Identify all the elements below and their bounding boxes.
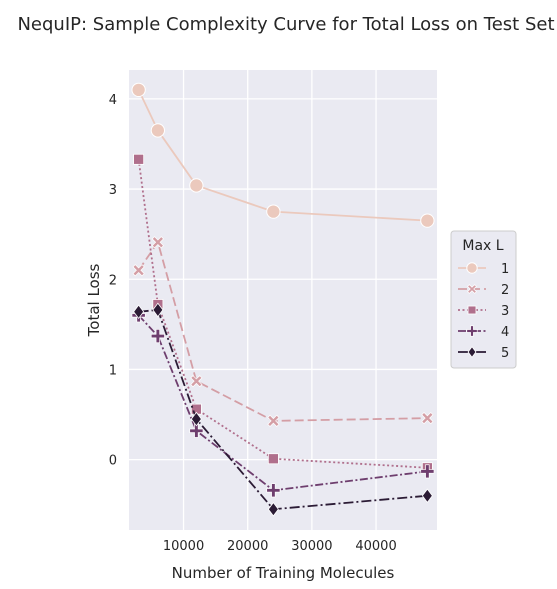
data-point (189, 178, 204, 193)
series-4 (131, 308, 435, 498)
x-tick-label: 30000 (291, 539, 332, 554)
data-point (152, 302, 164, 318)
data-point (131, 82, 146, 97)
data-point (190, 411, 202, 427)
legend-label: 1 (501, 262, 509, 277)
legend-item-2: 2 (458, 283, 509, 298)
data-point (266, 204, 281, 219)
legend-label: 4 (501, 325, 509, 340)
data-point (467, 284, 477, 294)
series-layer (131, 82, 435, 517)
chart-title: NequIP: Sample Complexity Curve for Tota… (17, 14, 554, 35)
data-point (420, 464, 435, 479)
grid (129, 70, 437, 530)
legend-item-4: 4 (458, 325, 509, 340)
plot-area (129, 70, 437, 530)
legend-item-1: 1 (458, 262, 509, 277)
data-point (133, 304, 145, 320)
data-point (267, 501, 279, 517)
data-point (150, 329, 165, 344)
data-point (151, 236, 164, 249)
x-axis-label: Number of Training Molecules (172, 564, 395, 582)
data-point (189, 423, 204, 438)
legend-label: 2 (501, 283, 509, 298)
data-point (466, 325, 478, 337)
data-point (466, 262, 478, 274)
x-axis-ticks: 10000 20000 30000 40000 (163, 539, 397, 554)
data-point (467, 346, 477, 358)
series-5 (133, 302, 433, 517)
series-line (137, 241, 428, 422)
legend-item-5: 5 (458, 346, 509, 361)
legend-item-3: 3 (458, 304, 509, 319)
x-tick-label: 40000 (355, 539, 396, 554)
x-tick-label: 10000 (163, 539, 204, 554)
y-tick-label: 3 (109, 183, 117, 198)
legend-title: Max L (462, 238, 503, 254)
y-axis-ticks: 0 1 2 3 4 (109, 93, 117, 469)
series-2 (132, 236, 434, 427)
y-tick-label: 2 (109, 273, 117, 288)
data-point (266, 483, 281, 498)
data-point (190, 375, 203, 388)
y-tick-label: 1 (109, 363, 117, 378)
series-1 (131, 82, 435, 228)
legend-label: 5 (501, 346, 509, 361)
legend-label: 3 (501, 304, 509, 319)
data-point (421, 412, 434, 425)
data-point (267, 414, 280, 427)
x-tick-label: 20000 (227, 539, 268, 554)
y-axis-label: Total Loss (85, 263, 103, 337)
data-point (133, 153, 145, 165)
data-point (421, 488, 433, 504)
data-point (267, 453, 279, 465)
y-tick-label: 4 (109, 93, 117, 108)
data-point (467, 305, 477, 315)
data-point (150, 123, 166, 138)
legend: Max L 1 2 3 4 5 (450, 230, 517, 369)
data-point (132, 264, 145, 277)
y-tick-label: 0 (109, 454, 117, 469)
data-point (420, 213, 435, 228)
